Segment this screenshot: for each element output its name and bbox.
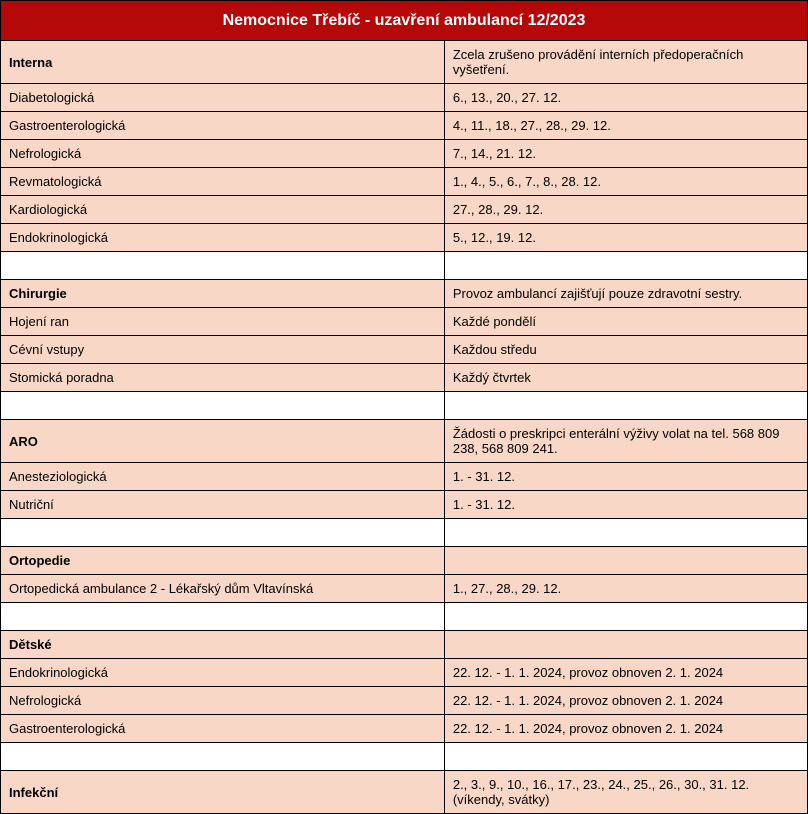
clinic-name: Ortopedická ambulance 2 - Lékařský dům V… xyxy=(1,575,445,603)
table-row: Gastroenterologická22. 12. - 1. 1. 2024,… xyxy=(1,715,808,743)
section-row: Infekční2., 3., 9., 10., 16., 17., 23., … xyxy=(1,771,808,814)
clinic-dates: 1., 4., 5., 6., 7., 8., 28. 12. xyxy=(444,168,807,196)
section-row: ChirurgieProvoz ambulancí zajišťují pouz… xyxy=(1,280,808,308)
section-row: AROŽádosti o preskripci enterální výživy… xyxy=(1,420,808,463)
section-name: Ortopedie xyxy=(1,547,445,575)
section-name: Interna xyxy=(1,41,445,84)
section-row: Dětské xyxy=(1,631,808,659)
section-note xyxy=(444,631,807,659)
section-note: Zcela zrušeno provádění interních předop… xyxy=(444,41,807,84)
clinic-name: Stomická poradna xyxy=(1,364,445,392)
clinic-name: Nefrologická xyxy=(1,687,445,715)
blank-cell xyxy=(444,519,807,547)
section-note: Žádosti o preskripci enterální výživy vo… xyxy=(444,420,807,463)
table-row: Kardiologická27., 28., 29. 12. xyxy=(1,196,808,224)
table-row: Cévní vstupyKaždou středu xyxy=(1,336,808,364)
section-note: Provoz ambulancí zajišťují pouze zdravot… xyxy=(444,280,807,308)
blank-row xyxy=(1,252,808,280)
blank-cell xyxy=(1,392,445,420)
clinic-dates: 4., 11., 18., 27., 28., 29. 12. xyxy=(444,112,807,140)
blank-cell xyxy=(444,743,807,771)
blank-row xyxy=(1,603,808,631)
clinic-dates: 1. - 31. 12. xyxy=(444,463,807,491)
clinic-dates: 22. 12. - 1. 1. 2024, provoz obnoven 2. … xyxy=(444,659,807,687)
section-row: Ortopedie xyxy=(1,547,808,575)
section-name: Infekční xyxy=(1,771,445,814)
clinic-name: Endokrinologická xyxy=(1,224,445,252)
table-row: Hojení ranKaždé pondělí xyxy=(1,308,808,336)
clinic-dates: Každou středu xyxy=(444,336,807,364)
table-title: Nemocnice Třebíč - uzavření ambulancí 12… xyxy=(1,1,808,41)
blank-row xyxy=(1,392,808,420)
blank-row xyxy=(1,743,808,771)
clinic-dates: Každý čtvrtek xyxy=(444,364,807,392)
table-row: Endokrinologická22. 12. - 1. 1. 2024, pr… xyxy=(1,659,808,687)
blank-cell xyxy=(444,252,807,280)
clinic-dates: 7., 14., 21. 12. xyxy=(444,140,807,168)
table-row: Anesteziologická1. - 31. 12. xyxy=(1,463,808,491)
section-row: InternaZcela zrušeno provádění interních… xyxy=(1,41,808,84)
blank-cell xyxy=(444,392,807,420)
clinic-name: Revmatologická xyxy=(1,168,445,196)
blank-cell xyxy=(1,519,445,547)
table-row: Stomická poradnaKaždý čtvrtek xyxy=(1,364,808,392)
blank-row xyxy=(1,519,808,547)
schedule-table: Nemocnice Třebíč - uzavření ambulancí 12… xyxy=(0,0,808,814)
blank-cell xyxy=(1,252,445,280)
clinic-name: Hojení ran xyxy=(1,308,445,336)
clinic-dates: 6., 13., 20., 27. 12. xyxy=(444,84,807,112)
clinic-dates: Každé pondělí xyxy=(444,308,807,336)
clinic-dates: 1., 27., 28., 29. 12. xyxy=(444,575,807,603)
table-row: Diabetologická6., 13., 20., 27. 12. xyxy=(1,84,808,112)
section-name: ARO xyxy=(1,420,445,463)
clinic-name: Gastroenterologická xyxy=(1,715,445,743)
clinic-name: Gastroenterologická xyxy=(1,112,445,140)
table-row: Nefrologická22. 12. - 1. 1. 2024, provoz… xyxy=(1,687,808,715)
clinic-dates: 22. 12. - 1. 1. 2024, provoz obnoven 2. … xyxy=(444,715,807,743)
header-row: Nemocnice Třebíč - uzavření ambulancí 12… xyxy=(1,1,808,41)
table-row: Ortopedická ambulance 2 - Lékařský dům V… xyxy=(1,575,808,603)
clinic-dates: 1. - 31. 12. xyxy=(444,491,807,519)
clinic-dates: 22. 12. - 1. 1. 2024, provoz obnoven 2. … xyxy=(444,687,807,715)
blank-cell xyxy=(1,743,445,771)
clinic-name: Endokrinologická xyxy=(1,659,445,687)
table-row: Nefrologická7., 14., 21. 12. xyxy=(1,140,808,168)
section-name: Dětské xyxy=(1,631,445,659)
clinic-dates: 5., 12., 19. 12. xyxy=(444,224,807,252)
blank-cell xyxy=(1,603,445,631)
blank-cell xyxy=(444,603,807,631)
section-note xyxy=(444,547,807,575)
table-row: Revmatologická1., 4., 5., 6., 7., 8., 28… xyxy=(1,168,808,196)
table-row: Gastroenterologická4., 11., 18., 27., 28… xyxy=(1,112,808,140)
schedule-table-container: Nemocnice Třebíč - uzavření ambulancí 12… xyxy=(0,0,808,814)
clinic-name: Cévní vstupy xyxy=(1,336,445,364)
clinic-name: Kardiologická xyxy=(1,196,445,224)
table-row: Endokrinologická5., 12., 19. 12. xyxy=(1,224,808,252)
clinic-name: Nutriční xyxy=(1,491,445,519)
clinic-name: Anesteziologická xyxy=(1,463,445,491)
section-name: Chirurgie xyxy=(1,280,445,308)
clinic-dates: 27., 28., 29. 12. xyxy=(444,196,807,224)
clinic-name: Nefrologická xyxy=(1,140,445,168)
table-row: Nutriční1. - 31. 12. xyxy=(1,491,808,519)
section-note: 2., 3., 9., 10., 16., 17., 23., 24., 25.… xyxy=(444,771,807,814)
clinic-name: Diabetologická xyxy=(1,84,445,112)
